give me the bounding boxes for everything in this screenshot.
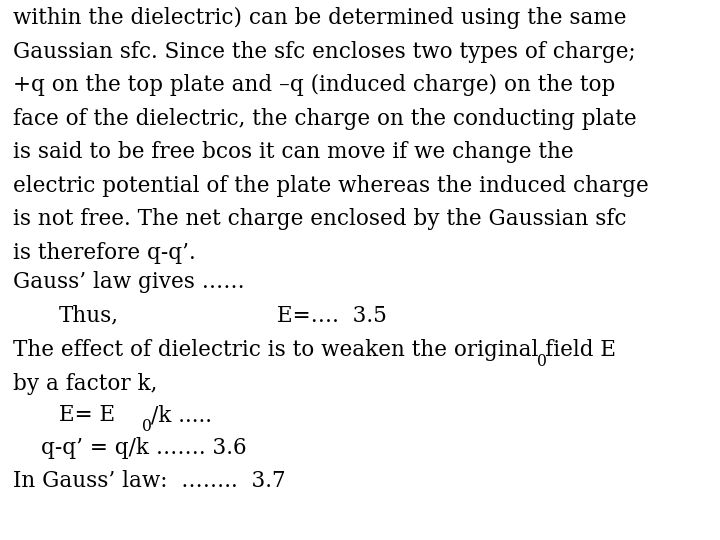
Text: Gauss’ law gives ……: Gauss’ law gives …… [13,272,245,293]
Text: E= E: E= E [59,404,115,426]
Text: +q on the top plate and –q (induced charge) on the top: +q on the top plate and –q (induced char… [13,74,615,96]
Text: electric potential of the plate whereas the induced charge: electric potential of the plate whereas … [13,175,649,197]
Text: face of the dielectric, the charge on the conducting plate: face of the dielectric, the charge on th… [13,108,636,130]
Text: /k .....: /k ..... [151,404,212,426]
Text: is not free. The net charge enclosed by the Gaussian sfc: is not free. The net charge enclosed by … [13,208,626,230]
Text: 0: 0 [537,353,547,370]
Text: q-q’ = q/k ……. 3.6: q-q’ = q/k ……. 3.6 [41,437,247,458]
Text: E=….  3.5: E=…. 3.5 [277,305,387,327]
Text: by a factor k,: by a factor k, [13,373,158,395]
Text: 0: 0 [142,418,152,435]
Text: is said to be free bcos it can move if we change the: is said to be free bcos it can move if w… [13,141,574,163]
Text: Thus,: Thus, [59,305,119,327]
Text: within the dielectric) can be determined using the same: within the dielectric) can be determined… [13,7,626,29]
Text: In Gauss’ law:  ……..  3.7: In Gauss’ law: …….. 3.7 [13,470,286,492]
Text: The effect of dielectric is to weaken the original field E: The effect of dielectric is to weaken th… [13,340,616,361]
Text: Gaussian sfc. Since the sfc encloses two types of charge;: Gaussian sfc. Since the sfc encloses two… [13,41,636,63]
Text: is therefore q-q’.: is therefore q-q’. [13,242,196,264]
